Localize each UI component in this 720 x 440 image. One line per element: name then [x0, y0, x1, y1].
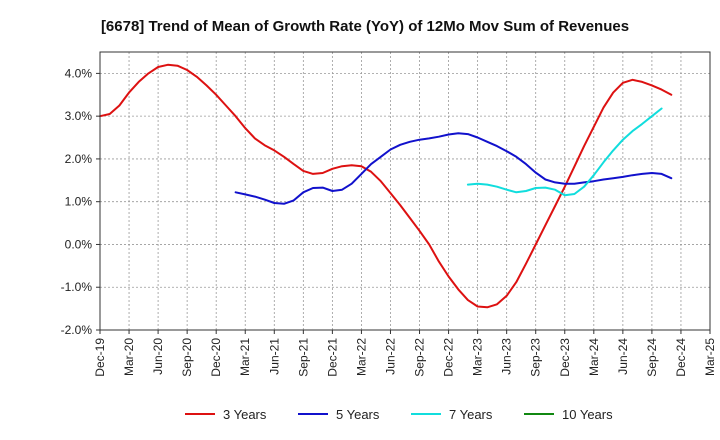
legend: 3 Years 5 Years 7 Years 10 Years	[185, 407, 613, 422]
legend-label: 5 Years	[336, 407, 380, 422]
y-axis-ticks: -2.0% -1.0% 0.0% 1.0% 2.0% 3.0% 4.0%	[61, 66, 100, 337]
y-tick-label: 4.0%	[65, 66, 93, 80]
y-tick-label: 3.0%	[65, 109, 93, 123]
x-tick-label: Dec-23	[558, 338, 572, 377]
series-line-3-years	[99, 63, 673, 309]
grid-lines	[99, 52, 711, 331]
x-tick-label: Dec-20	[209, 338, 223, 377]
y-tick-label: 2.0%	[65, 152, 93, 166]
legend-label: 7 Years	[449, 407, 493, 422]
series-layer	[99, 63, 673, 309]
x-tick-label: Dec-22	[442, 338, 456, 377]
legend-label: 10 Years	[562, 407, 613, 422]
x-tick-label: Sep-20	[180, 338, 194, 377]
plot-frame	[99, 51, 711, 331]
y-tick-label: 1.0%	[65, 195, 93, 209]
x-tick-label: Sep-24	[645, 338, 659, 377]
x-tick-label: Mar-21	[238, 338, 252, 376]
x-tick-label: Mar-20	[122, 338, 136, 376]
y-tick-label: -1.0%	[61, 280, 93, 294]
x-axis-ticks: Dec-19 Mar-20 Jun-20 Sep-20 Dec-20 Mar-21 Jun-…	[93, 330, 717, 377]
series-line-5-years	[234, 132, 673, 205]
x-tick-label: Jun-20	[151, 338, 165, 375]
x-tick-label: Jun-24	[616, 338, 630, 375]
plot-area	[100, 52, 710, 330]
x-tick-label: Dec-21	[325, 338, 339, 377]
x-tick-label: Jun-22	[383, 338, 397, 375]
x-tick-label: Sep-23	[529, 338, 543, 377]
axes	[99, 51, 711, 331]
chart-title: [6678] Trend of Mean of Growth Rate (YoY…	[101, 18, 629, 35]
x-tick-label: Dec-24	[674, 338, 688, 377]
x-tick-label: Mar-22	[354, 338, 368, 376]
y-tick-label: 0.0%	[65, 237, 93, 251]
x-tick-label: Dec-19	[93, 338, 107, 377]
x-tick-label: Sep-22	[413, 338, 427, 377]
series-line-7-years	[466, 107, 663, 197]
x-tick-label: Jun-21	[267, 338, 281, 375]
legend-label: 3 Years	[223, 407, 267, 422]
plot-background	[100, 52, 710, 330]
x-tick-label: Sep-21	[296, 338, 310, 377]
x-tick-label: Mar-25	[703, 338, 717, 376]
x-tick-label: Mar-24	[587, 338, 601, 376]
y-tick-label: -2.0%	[61, 323, 93, 337]
x-tick-label: Mar-23	[471, 338, 485, 376]
x-tick-label: Jun-23	[500, 338, 514, 375]
